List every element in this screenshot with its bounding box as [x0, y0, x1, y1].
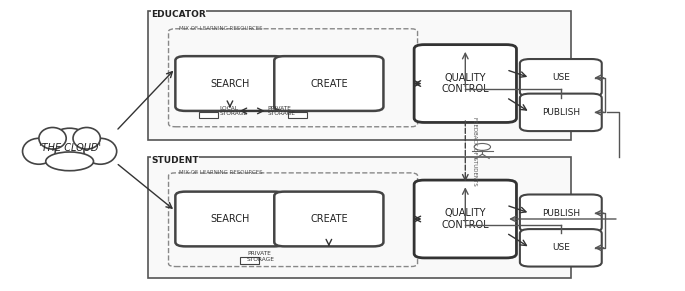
FancyBboxPatch shape	[520, 194, 601, 232]
Text: CREATE: CREATE	[310, 214, 348, 224]
Text: FEEDBACK OF STUDENTS: FEEDBACK OF STUDENTS	[472, 117, 477, 186]
Text: PRIVATE
STORAGE: PRIVATE STORAGE	[267, 106, 295, 116]
FancyBboxPatch shape	[288, 112, 307, 118]
FancyBboxPatch shape	[240, 257, 259, 264]
Circle shape	[474, 143, 490, 150]
Bar	[148, 11, 571, 140]
Text: CREATE: CREATE	[310, 79, 348, 88]
FancyBboxPatch shape	[414, 45, 516, 123]
Text: PUBLISH: PUBLISH	[542, 209, 580, 218]
FancyBboxPatch shape	[274, 56, 384, 111]
Text: STUDENT: STUDENT	[151, 156, 199, 165]
Text: 'THE CLOUD': 'THE CLOUD'	[38, 143, 101, 153]
FancyBboxPatch shape	[414, 180, 516, 258]
Text: QUALITY
CONTROL: QUALITY CONTROL	[442, 208, 489, 230]
Ellipse shape	[39, 127, 66, 149]
Text: MIX OF LEARNING RESOURCES: MIX OF LEARNING RESOURCES	[179, 26, 262, 31]
Text: USE: USE	[552, 73, 570, 82]
Text: PRIVATE
STORAGE: PRIVATE STORAGE	[247, 251, 275, 262]
Text: EDUCATOR: EDUCATOR	[151, 10, 206, 19]
FancyBboxPatch shape	[274, 191, 384, 246]
FancyBboxPatch shape	[520, 59, 601, 97]
FancyBboxPatch shape	[175, 191, 284, 246]
FancyBboxPatch shape	[175, 56, 284, 111]
Text: QUALITY
CONTROL: QUALITY CONTROL	[442, 73, 489, 94]
FancyBboxPatch shape	[520, 94, 601, 131]
Text: USE: USE	[552, 243, 570, 252]
Ellipse shape	[73, 127, 100, 149]
Text: MIX OF LEARNING RESOURCES: MIX OF LEARNING RESOURCES	[179, 170, 262, 175]
Text: PUBLISH: PUBLISH	[542, 108, 580, 117]
Bar	[148, 157, 571, 278]
Ellipse shape	[84, 138, 116, 164]
FancyBboxPatch shape	[169, 29, 418, 127]
Text: LOCAL
STORAGE: LOCAL STORAGE	[220, 106, 248, 116]
FancyBboxPatch shape	[169, 173, 418, 267]
FancyBboxPatch shape	[520, 229, 601, 267]
Text: SEARCH: SEARCH	[210, 214, 249, 224]
Ellipse shape	[47, 128, 92, 163]
FancyBboxPatch shape	[199, 112, 219, 118]
Ellipse shape	[23, 138, 55, 164]
Text: SEARCH: SEARCH	[210, 79, 249, 88]
Ellipse shape	[46, 152, 93, 171]
